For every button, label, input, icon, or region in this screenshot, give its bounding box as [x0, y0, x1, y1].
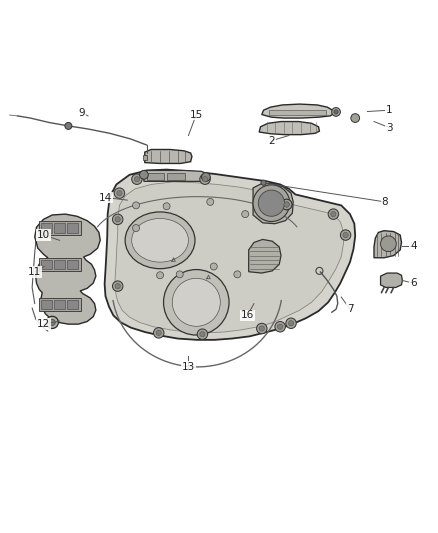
Circle shape — [210, 263, 217, 270]
Bar — [167, 173, 185, 180]
Circle shape — [334, 110, 338, 114]
Circle shape — [46, 316, 58, 328]
Circle shape — [113, 214, 123, 224]
Circle shape — [258, 190, 285, 216]
Bar — [41, 223, 52, 233]
Circle shape — [202, 176, 208, 182]
Circle shape — [242, 211, 249, 217]
Circle shape — [234, 271, 241, 278]
Text: 16: 16 — [241, 310, 254, 320]
Circle shape — [163, 270, 229, 335]
Circle shape — [132, 174, 142, 184]
Circle shape — [288, 321, 293, 326]
Polygon shape — [381, 273, 403, 287]
Circle shape — [133, 224, 140, 231]
Bar — [269, 110, 326, 115]
Bar — [67, 223, 78, 233]
Text: 4: 4 — [410, 240, 417, 251]
Circle shape — [381, 236, 396, 252]
Circle shape — [114, 188, 125, 198]
Bar — [39, 221, 81, 235]
Circle shape — [133, 202, 140, 209]
Bar — [143, 155, 147, 160]
Circle shape — [156, 330, 161, 335]
Bar — [39, 298, 81, 311]
Bar — [67, 300, 78, 309]
Text: 14: 14 — [99, 192, 112, 203]
Circle shape — [259, 326, 265, 331]
Text: 13: 13 — [182, 362, 195, 372]
Bar — [147, 173, 164, 180]
Ellipse shape — [132, 219, 188, 262]
Text: 1: 1 — [386, 105, 392, 115]
Polygon shape — [145, 149, 192, 164]
Bar — [67, 260, 78, 269]
Text: 8: 8 — [381, 197, 388, 207]
Circle shape — [340, 230, 351, 240]
Polygon shape — [105, 169, 355, 340]
Polygon shape — [253, 183, 293, 224]
Circle shape — [286, 318, 296, 328]
Text: 12: 12 — [37, 319, 50, 329]
Text: 10: 10 — [37, 230, 50, 240]
Text: 3: 3 — [386, 123, 392, 133]
Polygon shape — [374, 231, 402, 258]
Polygon shape — [115, 182, 343, 333]
Circle shape — [200, 174, 210, 184]
Circle shape — [257, 323, 267, 334]
Text: 7: 7 — [346, 304, 353, 314]
Circle shape — [201, 173, 210, 181]
Polygon shape — [262, 104, 333, 118]
Circle shape — [284, 202, 289, 207]
Text: 11: 11 — [28, 266, 41, 277]
Polygon shape — [144, 171, 209, 181]
Bar — [54, 300, 65, 309]
Polygon shape — [249, 239, 281, 273]
Circle shape — [282, 199, 292, 210]
Circle shape — [284, 202, 289, 207]
Bar — [39, 258, 81, 271]
Bar — [41, 300, 52, 309]
Circle shape — [197, 329, 208, 340]
Polygon shape — [259, 122, 319, 135]
Circle shape — [49, 319, 55, 326]
Circle shape — [156, 272, 163, 279]
Text: 6: 6 — [410, 278, 417, 288]
Bar — [54, 223, 65, 233]
Circle shape — [332, 108, 340, 116]
Text: 15: 15 — [190, 110, 203, 119]
Circle shape — [278, 324, 283, 329]
Circle shape — [343, 232, 348, 238]
Circle shape — [115, 284, 120, 289]
Circle shape — [176, 271, 183, 278]
Circle shape — [200, 332, 205, 337]
Circle shape — [163, 203, 170, 210]
Circle shape — [134, 176, 140, 182]
Circle shape — [172, 278, 220, 326]
Circle shape — [115, 217, 120, 222]
Circle shape — [261, 180, 266, 185]
Ellipse shape — [125, 212, 195, 269]
Circle shape — [140, 171, 148, 179]
Circle shape — [331, 212, 336, 217]
Bar — [54, 260, 65, 269]
Circle shape — [351, 114, 360, 123]
Circle shape — [113, 281, 123, 292]
Polygon shape — [35, 214, 100, 324]
Bar — [41, 260, 52, 269]
Text: 2: 2 — [268, 136, 275, 146]
Text: 9: 9 — [78, 108, 85, 118]
Circle shape — [65, 123, 72, 130]
Circle shape — [153, 328, 164, 338]
Circle shape — [328, 209, 339, 220]
Circle shape — [117, 190, 122, 196]
Circle shape — [207, 198, 214, 205]
Circle shape — [275, 321, 286, 332]
Circle shape — [282, 199, 292, 210]
Circle shape — [253, 185, 290, 222]
